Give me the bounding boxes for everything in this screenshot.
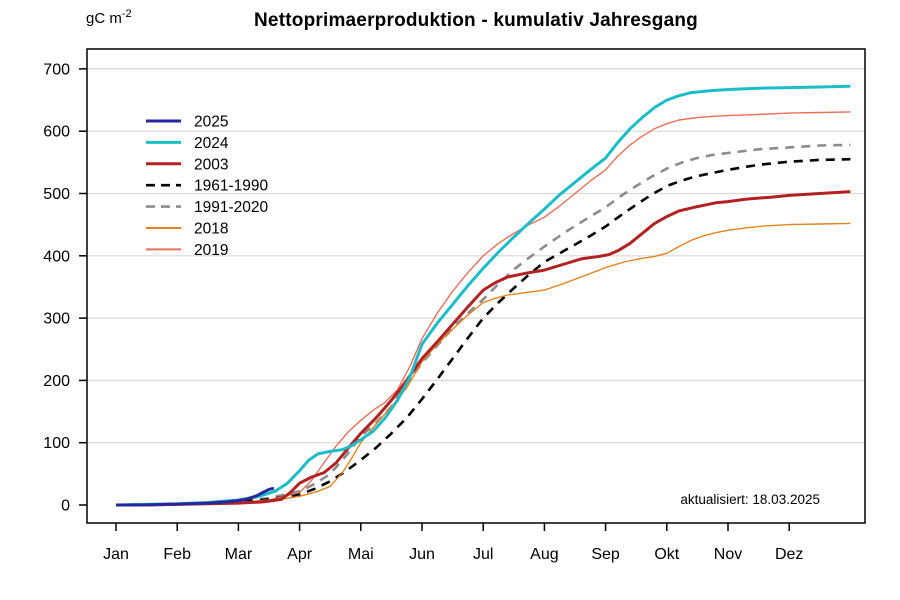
y-tick-label-0: 0 bbox=[61, 498, 70, 515]
y-tick-label-200: 200 bbox=[43, 373, 70, 390]
legend-item-2024: 2024 bbox=[146, 135, 229, 152]
legend-label-2019: 2019 bbox=[194, 242, 228, 259]
y-axis-unit-label: gC m-2 bbox=[86, 8, 132, 27]
series-line-2018 bbox=[116, 222, 851, 506]
series-line-2019 bbox=[116, 111, 851, 506]
plot-border bbox=[86, 48, 866, 524]
x-tick-label-Nov: Nov bbox=[714, 546, 742, 563]
x-tick-label-Sep: Sep bbox=[591, 546, 620, 563]
x-tick-label-Dez: Dez bbox=[775, 546, 803, 563]
x-tick-label-Jun: Jun bbox=[409, 546, 435, 563]
series-line-2025 bbox=[116, 486, 275, 507]
legend: 2025 2024 2003 1961-1990 1991-2020 2018 2019 bbox=[146, 114, 269, 259]
legend-label-1991-2020: 1991-2020 bbox=[194, 199, 269, 216]
x-tick-label-Jul: Jul bbox=[473, 546, 493, 563]
series-line-2024 bbox=[115, 84, 851, 507]
legend-label-2024: 2024 bbox=[194, 135, 229, 152]
series-line-1991-2020 bbox=[115, 143, 851, 507]
legend-item-2025: 2025 bbox=[146, 114, 228, 131]
legend-item-1991-2020: 1991-2020 bbox=[146, 199, 269, 216]
x-tick-label-Mar: Mar bbox=[225, 546, 253, 563]
legend-label-2018: 2018 bbox=[194, 221, 228, 238]
updated-annotation: aktualisiert: 18.03.2025 bbox=[680, 492, 820, 507]
legend-item-2018: 2018 bbox=[146, 221, 228, 238]
legend-label-1961-1990: 1961-1990 bbox=[194, 178, 269, 195]
legend-label-2003: 2003 bbox=[194, 156, 228, 173]
legend-label-2025: 2025 bbox=[194, 114, 228, 131]
y-tick-label-700: 700 bbox=[43, 61, 70, 78]
series-line-2003 bbox=[116, 190, 851, 507]
x-tick-label-Okt: Okt bbox=[654, 546, 679, 563]
x-tick-label-Mai: Mai bbox=[348, 546, 374, 563]
series-line-1961-1990 bbox=[115, 157, 851, 507]
legend-item-1961-1990: 1961-1990 bbox=[146, 178, 269, 195]
unit-exponent: -2 bbox=[121, 8, 132, 20]
x-tick-label-Aug: Aug bbox=[530, 546, 558, 563]
legend-item-2019: 2019 bbox=[146, 242, 228, 259]
chart-title: Nettoprimaerproduktion - kumulativ Jahre… bbox=[254, 10, 698, 31]
x-tick-label-Apr: Apr bbox=[287, 546, 313, 563]
y-tick-label-600: 600 bbox=[43, 124, 70, 141]
y-tick-label-400: 400 bbox=[43, 248, 70, 265]
x-tick-label-Feb: Feb bbox=[163, 546, 191, 563]
y-tick-label-500: 500 bbox=[43, 186, 70, 203]
y-tick-label-100: 100 bbox=[43, 435, 70, 452]
x-tick-label-Jan: Jan bbox=[103, 546, 129, 563]
legend-item-2003: 2003 bbox=[146, 156, 228, 173]
y-tick-label-300: 300 bbox=[43, 311, 70, 328]
